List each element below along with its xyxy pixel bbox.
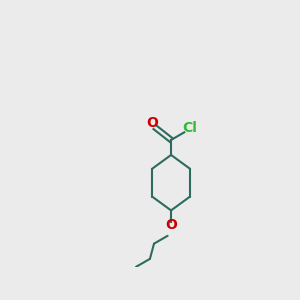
- Text: O: O: [165, 218, 177, 233]
- Text: Cl: Cl: [182, 121, 197, 135]
- Text: O: O: [146, 116, 158, 130]
